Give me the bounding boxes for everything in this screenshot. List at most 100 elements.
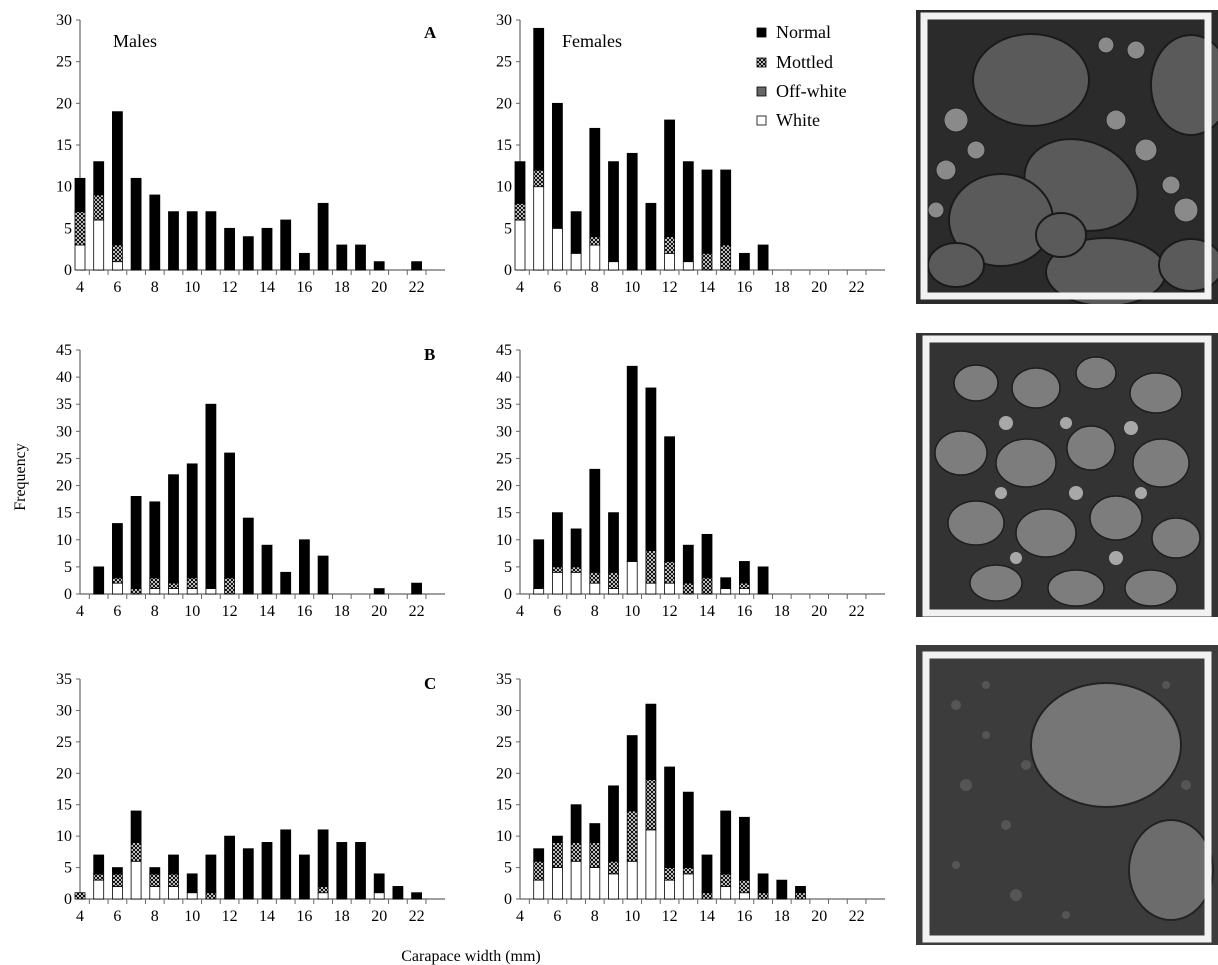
panel-b-males-y-tick-label: 35: [56, 396, 72, 413]
panel-b-males-bar-normal-16: [298, 539, 310, 595]
panel-a-females-bar-normal-5: [533, 27, 545, 171]
panel-c-males-bar-white-20: [373, 892, 385, 900]
panel-b-males-bar-white-9: [168, 588, 179, 595]
panel-a-females-bar-mottled-4: [514, 202, 526, 221]
panel-c-females-bar-white-16: [739, 892, 750, 900]
panel-c-females-bar-mottled-17: [757, 892, 769, 900]
panel-c-females-bar-normal-13: [682, 791, 694, 868]
panel-c-females-bar-mottled-15: [720, 873, 732, 887]
panel-b-males: 0 5 10 15 20 25 30 35 40 45 4 6 8 10 12 14 16 18 20 22: [56, 342, 445, 620]
habitat-photo-c: [916, 645, 1218, 945]
panel-b-females-x-tick-label: 10: [624, 603, 640, 620]
panel-c-males-bar-mottled-9: [168, 873, 179, 887]
panel-c-females-y-tick-label: 30: [496, 702, 512, 719]
panel-b-females-y-tick-label: 40: [496, 369, 512, 386]
panel-b-males-x-tick-label: 4: [76, 603, 84, 620]
panel-b-males-bar-normal-6: [112, 523, 123, 579]
panel-b-females-bar-white-10: [626, 561, 638, 595]
panel-b-males-y-tick-label: 30: [56, 423, 72, 440]
panel-b-females-x-tick-label: 8: [591, 603, 599, 620]
panel-a-males-y-tick-label: 25: [56, 54, 72, 71]
panel-c-males-x-tick-label: 12: [222, 908, 238, 925]
panel-b-males-bar-normal-14: [261, 544, 273, 595]
panel-b-females-bar-normal-5: [533, 539, 545, 589]
panel-b-females-bar-normal-12: [664, 436, 675, 562]
panel-a-males-y-tick-label: 5: [64, 220, 72, 237]
panel-a-females-x-tick-label: 20: [811, 279, 827, 296]
panel-b-females-bar-white-6: [552, 571, 563, 595]
panel-a-females-bar-normal-17: [757, 244, 769, 271]
panel-a-males-x-tick-label: 8: [151, 279, 159, 296]
panel-b-females-bar-white-5: [533, 588, 545, 595]
panel-a-females-bar-white-5: [533, 186, 545, 271]
panel-c-females-bar-white-11: [645, 829, 657, 900]
panel-a-females-x-tick-label: 16: [736, 279, 752, 296]
panel-b-males-y-tick-label: 40: [56, 369, 72, 386]
photo-b-image: [916, 333, 1218, 617]
panel-b-males-y-tick-label: 20: [56, 478, 72, 495]
panel-c-females-bar-white-13: [682, 873, 694, 900]
panel-a-females-bar-white-9: [608, 261, 619, 271]
panel-c-males-bar-normal-17: [317, 829, 329, 887]
legend-label-offwhite: Off-white: [776, 81, 847, 101]
panel-c-males-bar-normal-7: [130, 810, 142, 843]
panel-c-males-bar-normal-5: [93, 854, 105, 875]
panel-a-males-bar-normal-10: [186, 211, 198, 271]
panel-a-males-x-tick-label: 18: [334, 279, 350, 296]
panel-a-males-x-tick-label: 4: [76, 279, 84, 296]
panel-b-females-bar-mottled-14: [701, 577, 713, 595]
panel-a-females-bar-mottled-5: [533, 169, 545, 188]
panel-b-males-y-tick-label: 25: [56, 450, 72, 467]
panel-a-males-bar-normal-5: [93, 161, 105, 196]
panel-a-males-bar-normal-17: [317, 202, 329, 271]
panel-c-females-x-tick-label: 12: [662, 908, 678, 925]
panel-b-males-bar-mottled-8: [149, 577, 161, 589]
panel-a-males-x-tick-label: 12: [222, 279, 238, 296]
panel-b-females-x-tick-label: 22: [849, 603, 865, 620]
panel-c-females-x-tick-label: 18: [774, 908, 790, 925]
panel-c-males-x-tick-label: 10: [184, 908, 200, 925]
panel-c-females: 0 5 10 15 20 25 30 35 4 6 8 10 12 14 16 18 20 22: [496, 671, 885, 925]
panel-a-males-bar-normal-13: [242, 236, 254, 271]
legend-swatch-white: [756, 115, 767, 126]
panel-c-females-bar-white-15: [720, 886, 732, 900]
panel-b-males-y-tick-label: 0: [64, 586, 72, 603]
panel-c-females-bar-normal-5: [533, 848, 545, 862]
habitat-photo-b: [916, 333, 1218, 617]
panel-a-females-bar-mottled-14: [701, 252, 713, 271]
panel-b-males-bar-normal-17: [317, 555, 329, 595]
panel-b-males-bar-normal-11: [205, 403, 217, 589]
panel-a-females-y-tick-label: 25: [496, 54, 512, 71]
panel-a-females-bar-mottled-12: [664, 236, 675, 254]
panel-b-females-bar-normal-16: [739, 561, 750, 584]
panel-c-males-bar-white-9: [168, 886, 179, 900]
panel-b-males-bar-normal-9: [168, 474, 179, 584]
panel-b-females-y-tick-label: 15: [496, 505, 512, 522]
panel-b-females-y-tick-label: 0: [504, 586, 512, 603]
panel-a-females-bar-normal-14: [701, 169, 713, 254]
panel-c-males-y-tick-label: 25: [56, 734, 72, 751]
panel-a-males-bar-white-6: [112, 261, 123, 271]
panel-b-males-bar-normal-10: [186, 463, 198, 579]
panel-b-females-bar-normal-9: [608, 512, 619, 573]
panel-c-males-bar-white-7: [130, 860, 142, 900]
panel-c-males-y-tick-label: 20: [56, 765, 72, 782]
panel-b-males-bar-white-10: [186, 588, 198, 595]
panel-c-females-bar-white-9: [608, 873, 619, 900]
panel-a-females-bar-white-7: [570, 252, 582, 271]
panel-c-females-bar-mottled-10: [626, 810, 638, 862]
panel-b-females-bar-normal-17: [757, 566, 769, 595]
panel-b-females-bar-normal-15: [720, 577, 732, 589]
panel-b-males-x-tick-label: 20: [371, 603, 387, 620]
panel-a-males-x-tick-label: 20: [371, 279, 387, 296]
panel-b-males-bar-normal-12: [224, 452, 236, 579]
panel-a-females-bar-white-6: [552, 227, 563, 271]
panel-c-males-y-tick-label: 35: [56, 671, 72, 688]
panel-b-females-bar-normal-10: [626, 365, 638, 562]
panel-c-males-bar-normal-14: [261, 842, 273, 900]
panel-a-females-bar-normal-9: [608, 161, 619, 263]
panel-a-females-bar-mottled-8: [589, 236, 601, 246]
panels: 0 5 10 15 20 25 30 4 6 8 10 12 14 16 18 20 22 0 5 10 15 20 25 3…: [56, 12, 885, 925]
panel-a-females-bar-white-4: [514, 219, 526, 271]
panel-c-females-bar-white-5: [533, 879, 545, 900]
